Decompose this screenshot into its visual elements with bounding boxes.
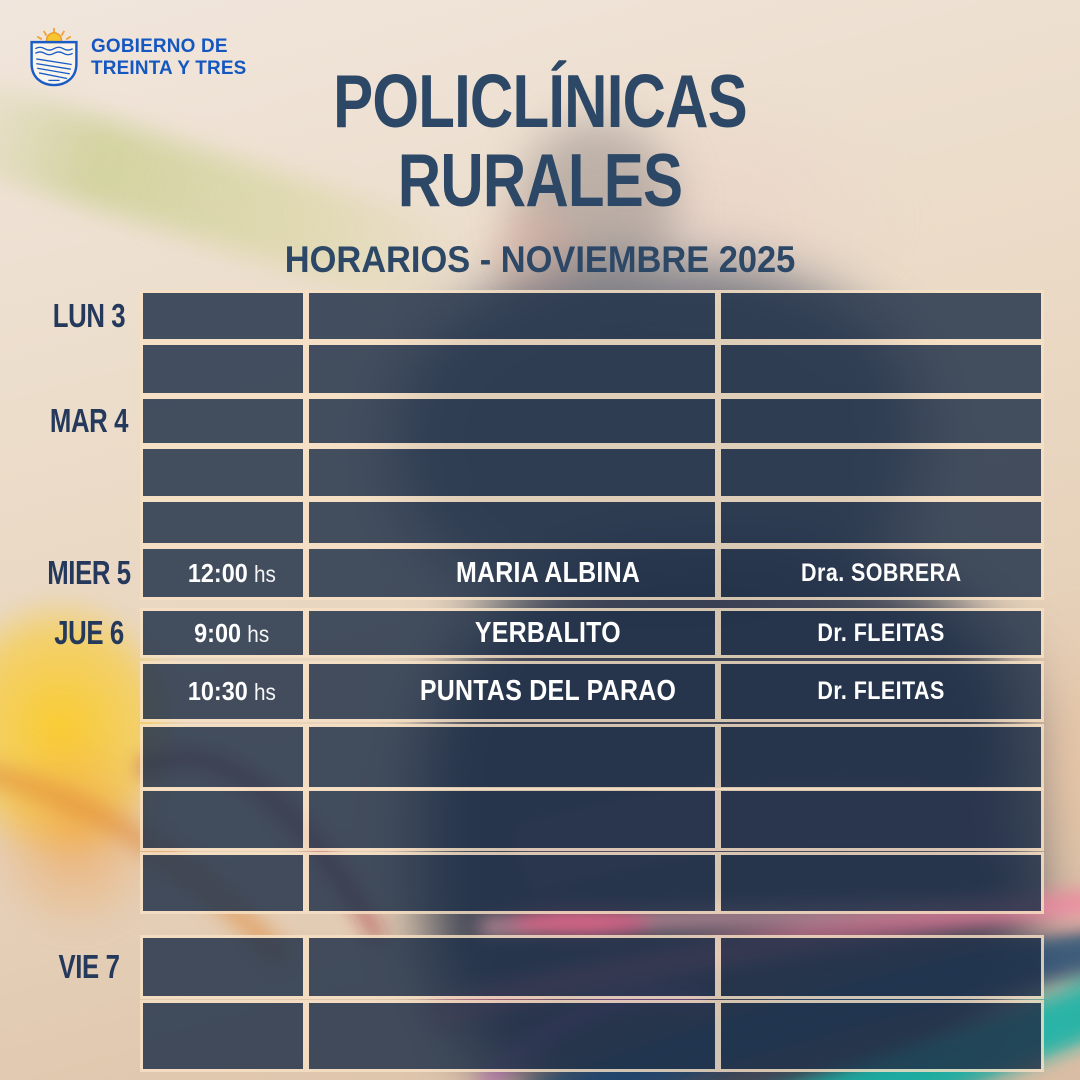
place-cell: [309, 938, 715, 996]
table-row: [0, 502, 1080, 543]
doctor-cell: [721, 399, 1041, 443]
time-cell: [143, 727, 303, 787]
time-cell: [143, 449, 303, 496]
day-label: [37, 727, 142, 787]
day-label: MAR 4: [49, 402, 129, 439]
table-row: MIER 5 12:00 hs MARIA ALBINA Dra. SOBRERA: [0, 549, 1080, 597]
day-label: LUN 3: [52, 297, 126, 334]
doctor-cell: [721, 855, 1041, 911]
logo: GOBIERNO DE TREINTA Y TRES: [26, 28, 251, 88]
place-cell: [309, 345, 715, 393]
table-row: [0, 855, 1080, 911]
time-cell: [143, 938, 303, 996]
time-cell: [143, 1003, 303, 1069]
time-cell: [143, 345, 303, 393]
time-cell: 9:00 hs: [143, 611, 303, 655]
day-label: [37, 449, 142, 496]
logo-text: GOBIERNO DE TREINTA Y TRES: [91, 35, 247, 80]
place-cell: [309, 293, 715, 339]
page-title: POLICLÍNICAS RURALES: [108, 62, 972, 220]
logo-line1: GOBIERNO DE: [91, 35, 228, 58]
place-cell: [309, 855, 715, 911]
table-row: [0, 1003, 1080, 1069]
table-row: JUE 6 9:00 hs YERBALITO Dr. FLEITAS: [0, 611, 1080, 655]
place-cell: PUNTAS DEL PARAO: [309, 664, 715, 719]
doctor-cell: [721, 502, 1041, 543]
table-row: [0, 345, 1080, 393]
table-row: [0, 449, 1080, 496]
place-cell: [309, 449, 715, 496]
place-cell: [309, 727, 715, 787]
doctor-cell: [721, 293, 1041, 339]
place-cell: YERBALITO: [309, 611, 715, 655]
doctor-cell: [721, 938, 1041, 996]
day-label: [37, 502, 142, 543]
day-label: [37, 791, 142, 848]
day-label: MIER 5: [47, 554, 131, 591]
doctor-cell: Dr. FLEITAS: [721, 664, 1041, 719]
time-cell: [143, 293, 303, 339]
table-row: 10:30 hs PUNTAS DEL PARAO Dr. FLEITAS: [0, 664, 1080, 719]
time-cell: [143, 502, 303, 543]
doctor-cell: [721, 449, 1041, 496]
day-label: [37, 855, 142, 911]
day-label: VIE 7: [58, 948, 120, 985]
day-label: [37, 1003, 142, 1069]
place-cell: [309, 399, 715, 443]
doctor-cell: Dra. SOBRERA: [721, 549, 1041, 597]
doctor-cell: Dr. FLEITAS: [721, 611, 1041, 655]
subtitle: HORARIOS - NOVIEMBRE 2025: [284, 239, 796, 280]
table-row: [0, 727, 1080, 787]
doctor-cell: [721, 1003, 1041, 1069]
time-cell: [143, 399, 303, 443]
coat-of-arms-icon: [30, 28, 78, 87]
doctor-cell: [721, 727, 1041, 787]
table-row: [0, 791, 1080, 848]
doctor-cell: [721, 791, 1041, 848]
title-line1: POLICLÍNICAS: [333, 59, 748, 143]
time-cell: 12:00 hs: [143, 549, 303, 597]
day-label: JUE 6: [54, 614, 124, 651]
place-cell: [309, 1003, 715, 1069]
time-cell: 10:30 hs: [143, 664, 303, 719]
place-cell: [309, 502, 715, 543]
title-line2: RURALES: [397, 138, 683, 222]
logo-line2: TREINTA Y TRES: [91, 57, 247, 79]
place-cell: [309, 791, 715, 848]
day-label: [37, 345, 142, 393]
table-row: VIE 7: [0, 938, 1080, 996]
time-cell: [143, 855, 303, 911]
day-label: [37, 664, 142, 719]
doctor-cell: [721, 345, 1041, 393]
place-cell: MARIA ALBINA: [309, 549, 715, 597]
table-row: MAR 4: [0, 399, 1080, 443]
table-row: LUN 3: [0, 293, 1080, 339]
time-cell: [143, 791, 303, 848]
